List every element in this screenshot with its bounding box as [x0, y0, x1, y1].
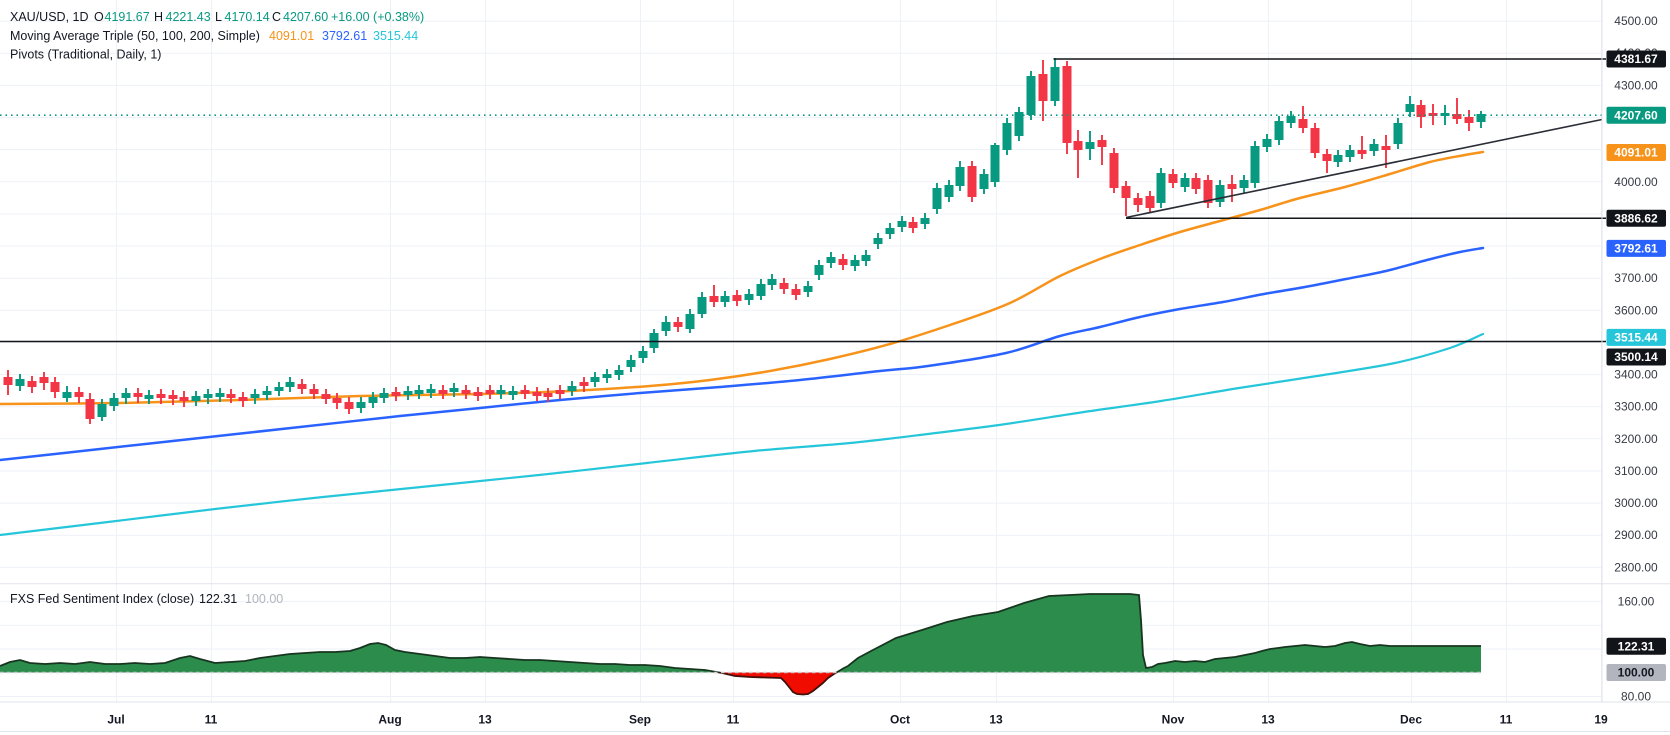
svg-text:3300.00: 3300.00 [1614, 400, 1658, 414]
svg-text:3400.00: 3400.00 [1614, 368, 1658, 382]
svg-text:3700.00: 3700.00 [1614, 271, 1658, 285]
svg-text:4000.00: 4000.00 [1614, 175, 1658, 189]
svg-text:4207.60: 4207.60 [1614, 108, 1658, 122]
svg-text:4091.01: 4091.01 [1614, 146, 1658, 160]
svg-text:11: 11 [727, 713, 740, 727]
svg-text:2900.00: 2900.00 [1614, 528, 1658, 542]
svg-text:80.00: 80.00 [1621, 690, 1651, 704]
svg-text:Jul: Jul [107, 713, 124, 727]
svg-text:4381.67: 4381.67 [1614, 52, 1658, 66]
svg-text:122.31: 122.31 [1618, 640, 1655, 654]
svg-text:2800.00: 2800.00 [1614, 560, 1658, 574]
svg-text:Nov: Nov [1162, 713, 1185, 727]
svg-text:Dec: Dec [1400, 713, 1422, 727]
svg-text:3886.62: 3886.62 [1614, 211, 1658, 225]
svg-text:3792.61: 3792.61 [1614, 242, 1658, 256]
svg-text:3100.00: 3100.00 [1614, 464, 1658, 478]
svg-text:3000.00: 3000.00 [1614, 496, 1658, 510]
svg-text:11: 11 [1500, 713, 1513, 727]
svg-text:100.00: 100.00 [1618, 666, 1655, 680]
svg-text:4500.00: 4500.00 [1614, 14, 1658, 28]
svg-text:11: 11 [205, 713, 218, 727]
svg-text:FXS Fed Sentiment Index (close: FXS Fed Sentiment Index (close) 122.31 100… [10, 592, 283, 606]
svg-text:3515.44: 3515.44 [1614, 331, 1658, 345]
svg-text:3500.14: 3500.14 [1614, 350, 1658, 364]
svg-text:Oct: Oct [890, 713, 910, 727]
svg-text:13: 13 [1261, 713, 1275, 727]
svg-text:19: 19 [1594, 713, 1608, 727]
svg-text:Pivots (Traditional, Daily, 1): Pivots (Traditional, Daily, 1) [10, 48, 161, 62]
svg-text:3200.00: 3200.00 [1614, 432, 1658, 446]
svg-text:13: 13 [989, 713, 1003, 727]
svg-text:Moving Average Triple (50, 100: Moving Average Triple (50, 100, 200, Sim… [10, 29, 418, 43]
svg-text:13: 13 [478, 713, 492, 727]
svg-text:4300.00: 4300.00 [1614, 78, 1658, 92]
svg-text:160.00: 160.00 [1618, 594, 1655, 608]
svg-text:Aug: Aug [378, 713, 401, 727]
svg-text:Sep: Sep [629, 713, 651, 727]
svg-text:3600.00: 3600.00 [1614, 303, 1658, 317]
